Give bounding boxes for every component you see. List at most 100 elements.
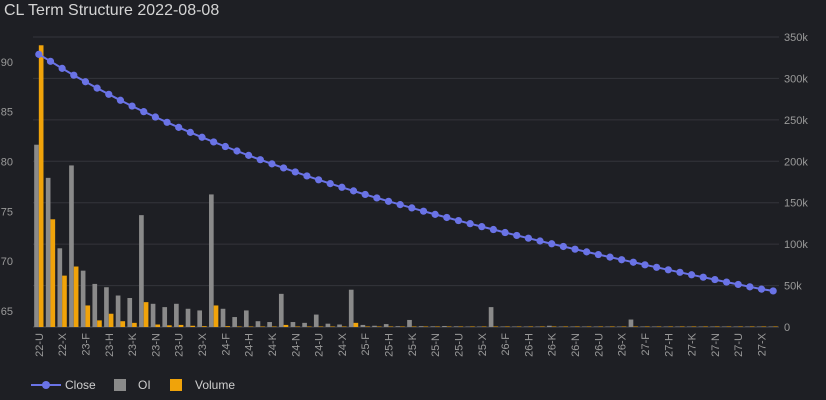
oi-bar	[395, 326, 401, 327]
oi-bar	[547, 325, 552, 327]
oi-bar	[197, 310, 203, 327]
volume-bar	[341, 326, 347, 327]
volume-bar	[365, 326, 370, 327]
close-point	[501, 228, 509, 237]
volume-bar	[318, 326, 324, 327]
volume-bar	[563, 326, 569, 327]
oi-bar	[34, 144, 39, 327]
volume-bar	[493, 326, 499, 327]
oi-bar	[302, 322, 307, 327]
oi-bar	[360, 324, 366, 327]
oi-bar	[442, 326, 447, 327]
x-tick-label: 26-N	[570, 333, 582, 357]
x-tick-label: 23-F	[80, 333, 92, 356]
close-point	[583, 248, 591, 256]
x-tick-label: 23-U	[174, 333, 186, 357]
x-tick-label: 25-F	[360, 333, 372, 356]
oi-bar	[582, 326, 587, 327]
x-tick-label: 26-X	[617, 332, 629, 356]
legend-oi-label: OI	[138, 378, 151, 392]
x-tick-label: 25-H	[384, 333, 396, 357]
close-point	[221, 142, 229, 151]
volume-bar	[330, 326, 335, 327]
close-point	[559, 242, 567, 251]
y-left-tick-label: 70	[1, 256, 13, 268]
close-point	[314, 176, 323, 184]
y-left-tick-label: 80	[1, 157, 13, 169]
close-point	[408, 204, 416, 212]
volume-bar	[481, 326, 487, 327]
close-point	[198, 133, 206, 141]
volume-bar	[505, 326, 510, 327]
volume-bar	[143, 302, 149, 327]
oi-bar	[686, 326, 692, 327]
close-point	[734, 280, 742, 289]
oi-bar	[337, 324, 342, 327]
close-point	[175, 123, 183, 131]
oi-bar	[488, 307, 494, 327]
volume-bar	[644, 326, 650, 327]
volume-bar	[586, 326, 592, 327]
volume-bar	[598, 326, 603, 327]
oi-bar	[768, 326, 774, 327]
oi-bar	[162, 307, 168, 327]
x-tick-label: 26-H	[523, 333, 535, 357]
oi-bar	[407, 319, 412, 327]
y-right-tick-label: 0	[784, 322, 790, 334]
x-tick-label: 23-H	[104, 333, 116, 357]
volume-bar	[50, 219, 56, 327]
x-tick-label: 25-X	[477, 332, 489, 356]
close-point	[676, 268, 684, 276]
close-point	[70, 71, 78, 79]
close-point	[548, 240, 556, 248]
volume-bar	[435, 326, 440, 327]
close-point	[443, 213, 451, 222]
oi-bar	[558, 326, 564, 327]
close-point	[711, 275, 719, 284]
close-line	[38, 53, 774, 292]
close-point	[245, 151, 253, 159]
close-point	[606, 253, 614, 261]
volume-bar	[353, 322, 359, 327]
oi-bar	[593, 326, 599, 327]
x-tick-label: 22-X	[57, 332, 69, 356]
x-tick-label: 27-N	[710, 333, 722, 357]
volume-bar	[271, 326, 277, 327]
y-right-tick-label: 150k	[784, 198, 808, 210]
x-tick-label: 23-X	[197, 332, 209, 356]
oi-bar	[640, 326, 645, 327]
close-point	[478, 223, 486, 231]
volume-bar	[691, 326, 697, 327]
volume-bar	[703, 326, 708, 327]
oi-bar	[243, 310, 249, 327]
legend-volume-label: Volume	[195, 378, 235, 392]
volume-bar	[132, 322, 137, 327]
close-point	[46, 57, 55, 65]
volume-bar	[446, 326, 452, 327]
close-point	[186, 128, 194, 136]
oi-bar	[383, 324, 389, 327]
oi-bar	[616, 326, 622, 327]
chart-title: CL Term Structure 2022-08-08	[4, 2, 220, 19]
oi-bar	[477, 326, 482, 327]
oi-bar	[756, 326, 762, 327]
oi-bar	[290, 322, 296, 327]
oi-bar	[372, 325, 377, 327]
close-point	[326, 179, 334, 188]
oi-bar	[174, 303, 179, 327]
legend-oi-swatch	[114, 379, 126, 391]
close-point	[746, 283, 754, 291]
close-point	[536, 237, 544, 245]
y-left-tick-label: 65	[1, 306, 13, 318]
oi-bar	[523, 326, 529, 327]
oi-bar	[465, 326, 471, 327]
volume-bar	[155, 324, 161, 327]
oi-bar	[733, 326, 739, 327]
close-point	[396, 201, 404, 209]
close-point	[105, 90, 113, 98]
oi-bar	[651, 326, 657, 327]
close-point	[233, 147, 241, 155]
oi-bar	[418, 326, 424, 327]
y-right-tick-label: 300k	[784, 73, 808, 85]
